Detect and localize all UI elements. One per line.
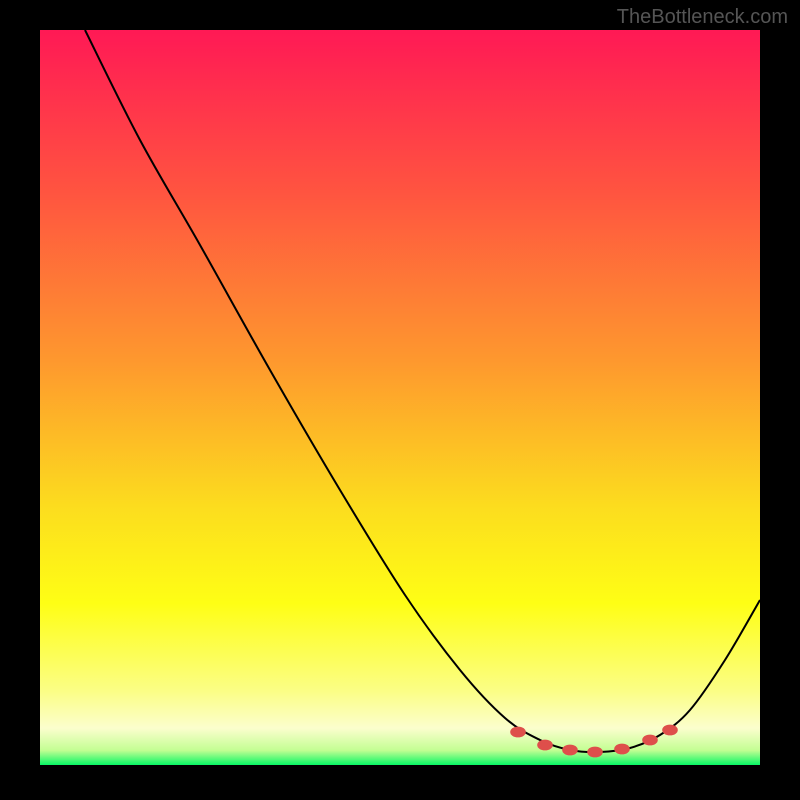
- curve-marker: [662, 725, 678, 736]
- chart-svg: [40, 30, 760, 765]
- chart-background: [40, 30, 760, 765]
- curve-marker: [537, 740, 553, 751]
- curve-marker: [510, 727, 526, 738]
- curve-marker: [562, 745, 578, 756]
- watermark-text: TheBottleneck.com: [617, 6, 788, 29]
- curve-marker: [642, 735, 658, 746]
- chart-plot-area: [40, 30, 760, 765]
- curve-marker: [587, 747, 603, 758]
- curve-marker: [614, 744, 630, 755]
